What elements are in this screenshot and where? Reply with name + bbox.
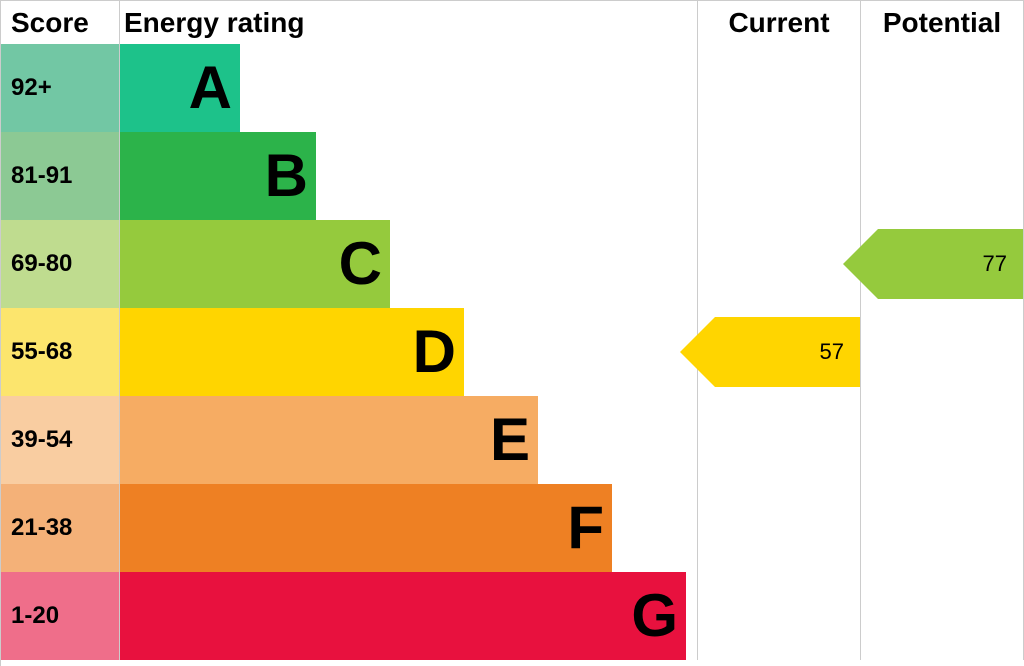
band-letter-f: F bbox=[567, 498, 604, 558]
header-current: Current bbox=[697, 1, 860, 44]
potential-cell-a bbox=[860, 44, 1023, 132]
band-bar-d: D bbox=[120, 308, 464, 396]
band-score-b: 81-91 bbox=[1, 132, 119, 220]
potential-cell-g bbox=[860, 572, 1023, 660]
band-bar-b: B bbox=[120, 132, 316, 220]
energy-rating-chart: Score Energy rating Current Potential 92… bbox=[0, 0, 1024, 666]
current-cell-d: 57 bbox=[697, 308, 860, 396]
band-score-f: 21-38 bbox=[1, 484, 119, 572]
band-row-a: 92+ A bbox=[1, 44, 1024, 132]
band-bar-e: E bbox=[120, 396, 538, 484]
band-letter-c: C bbox=[339, 234, 382, 294]
band-row-e: 39-54 E bbox=[1, 396, 1024, 484]
current-cell-e bbox=[697, 396, 860, 484]
current-cell-a bbox=[697, 44, 860, 132]
current-cell-c bbox=[697, 220, 860, 308]
current-cell-g bbox=[697, 572, 860, 660]
band-row-b: 81-91 B bbox=[1, 132, 1024, 220]
band-bar-area-c: C bbox=[119, 220, 697, 308]
header-potential: Potential bbox=[860, 1, 1023, 44]
potential-cell-f bbox=[860, 484, 1023, 572]
band-letter-a: A bbox=[189, 58, 232, 118]
band-row-d: 55-68 D 57 bbox=[1, 308, 1024, 396]
band-bar-area-d: D bbox=[119, 308, 697, 396]
potential-cell-e bbox=[860, 396, 1023, 484]
current-pointer: 57 bbox=[680, 317, 860, 387]
band-score-g: 1-20 bbox=[1, 572, 119, 660]
band-bar-area-a: A bbox=[119, 44, 697, 132]
band-score-e: 39-54 bbox=[1, 396, 119, 484]
band-row-g: 1-20 G bbox=[1, 572, 1024, 660]
header-row: Score Energy rating Current Potential bbox=[1, 0, 1024, 44]
band-row-f: 21-38 F bbox=[1, 484, 1024, 572]
potential-pointer: 77 bbox=[843, 229, 1023, 299]
band-bar-area-b: B bbox=[119, 132, 697, 220]
potential-cell-b bbox=[860, 132, 1023, 220]
band-letter-g: G bbox=[631, 586, 678, 646]
band-bar-area-f: F bbox=[119, 484, 697, 572]
band-letter-b: B bbox=[265, 146, 308, 206]
current-cell-f bbox=[697, 484, 860, 572]
band-score-a: 92+ bbox=[1, 44, 119, 132]
band-bar-g: G bbox=[120, 572, 686, 660]
band-bar-a: A bbox=[120, 44, 240, 132]
potential-cell-d bbox=[860, 308, 1023, 396]
band-row-c: 69-80 C 77 bbox=[1, 220, 1024, 308]
potential-cell-c: 77 bbox=[860, 220, 1023, 308]
header-energy-rating: Energy rating bbox=[119, 1, 697, 44]
current-pointer-value: 57 bbox=[820, 339, 844, 365]
header-score: Score bbox=[1, 1, 119, 44]
band-score-c: 69-80 bbox=[1, 220, 119, 308]
band-letter-d: D bbox=[413, 322, 456, 382]
potential-pointer-value: 77 bbox=[983, 251, 1007, 277]
band-score-d: 55-68 bbox=[1, 308, 119, 396]
band-bar-f: F bbox=[120, 484, 612, 572]
band-letter-e: E bbox=[490, 410, 530, 470]
current-cell-b bbox=[697, 132, 860, 220]
potential-pointer-arrow-icon bbox=[843, 229, 878, 299]
band-bar-area-e: E bbox=[119, 396, 697, 484]
current-pointer-arrow-icon bbox=[680, 317, 715, 387]
band-bar-area-g: G bbox=[119, 572, 697, 660]
band-bar-c: C bbox=[120, 220, 390, 308]
